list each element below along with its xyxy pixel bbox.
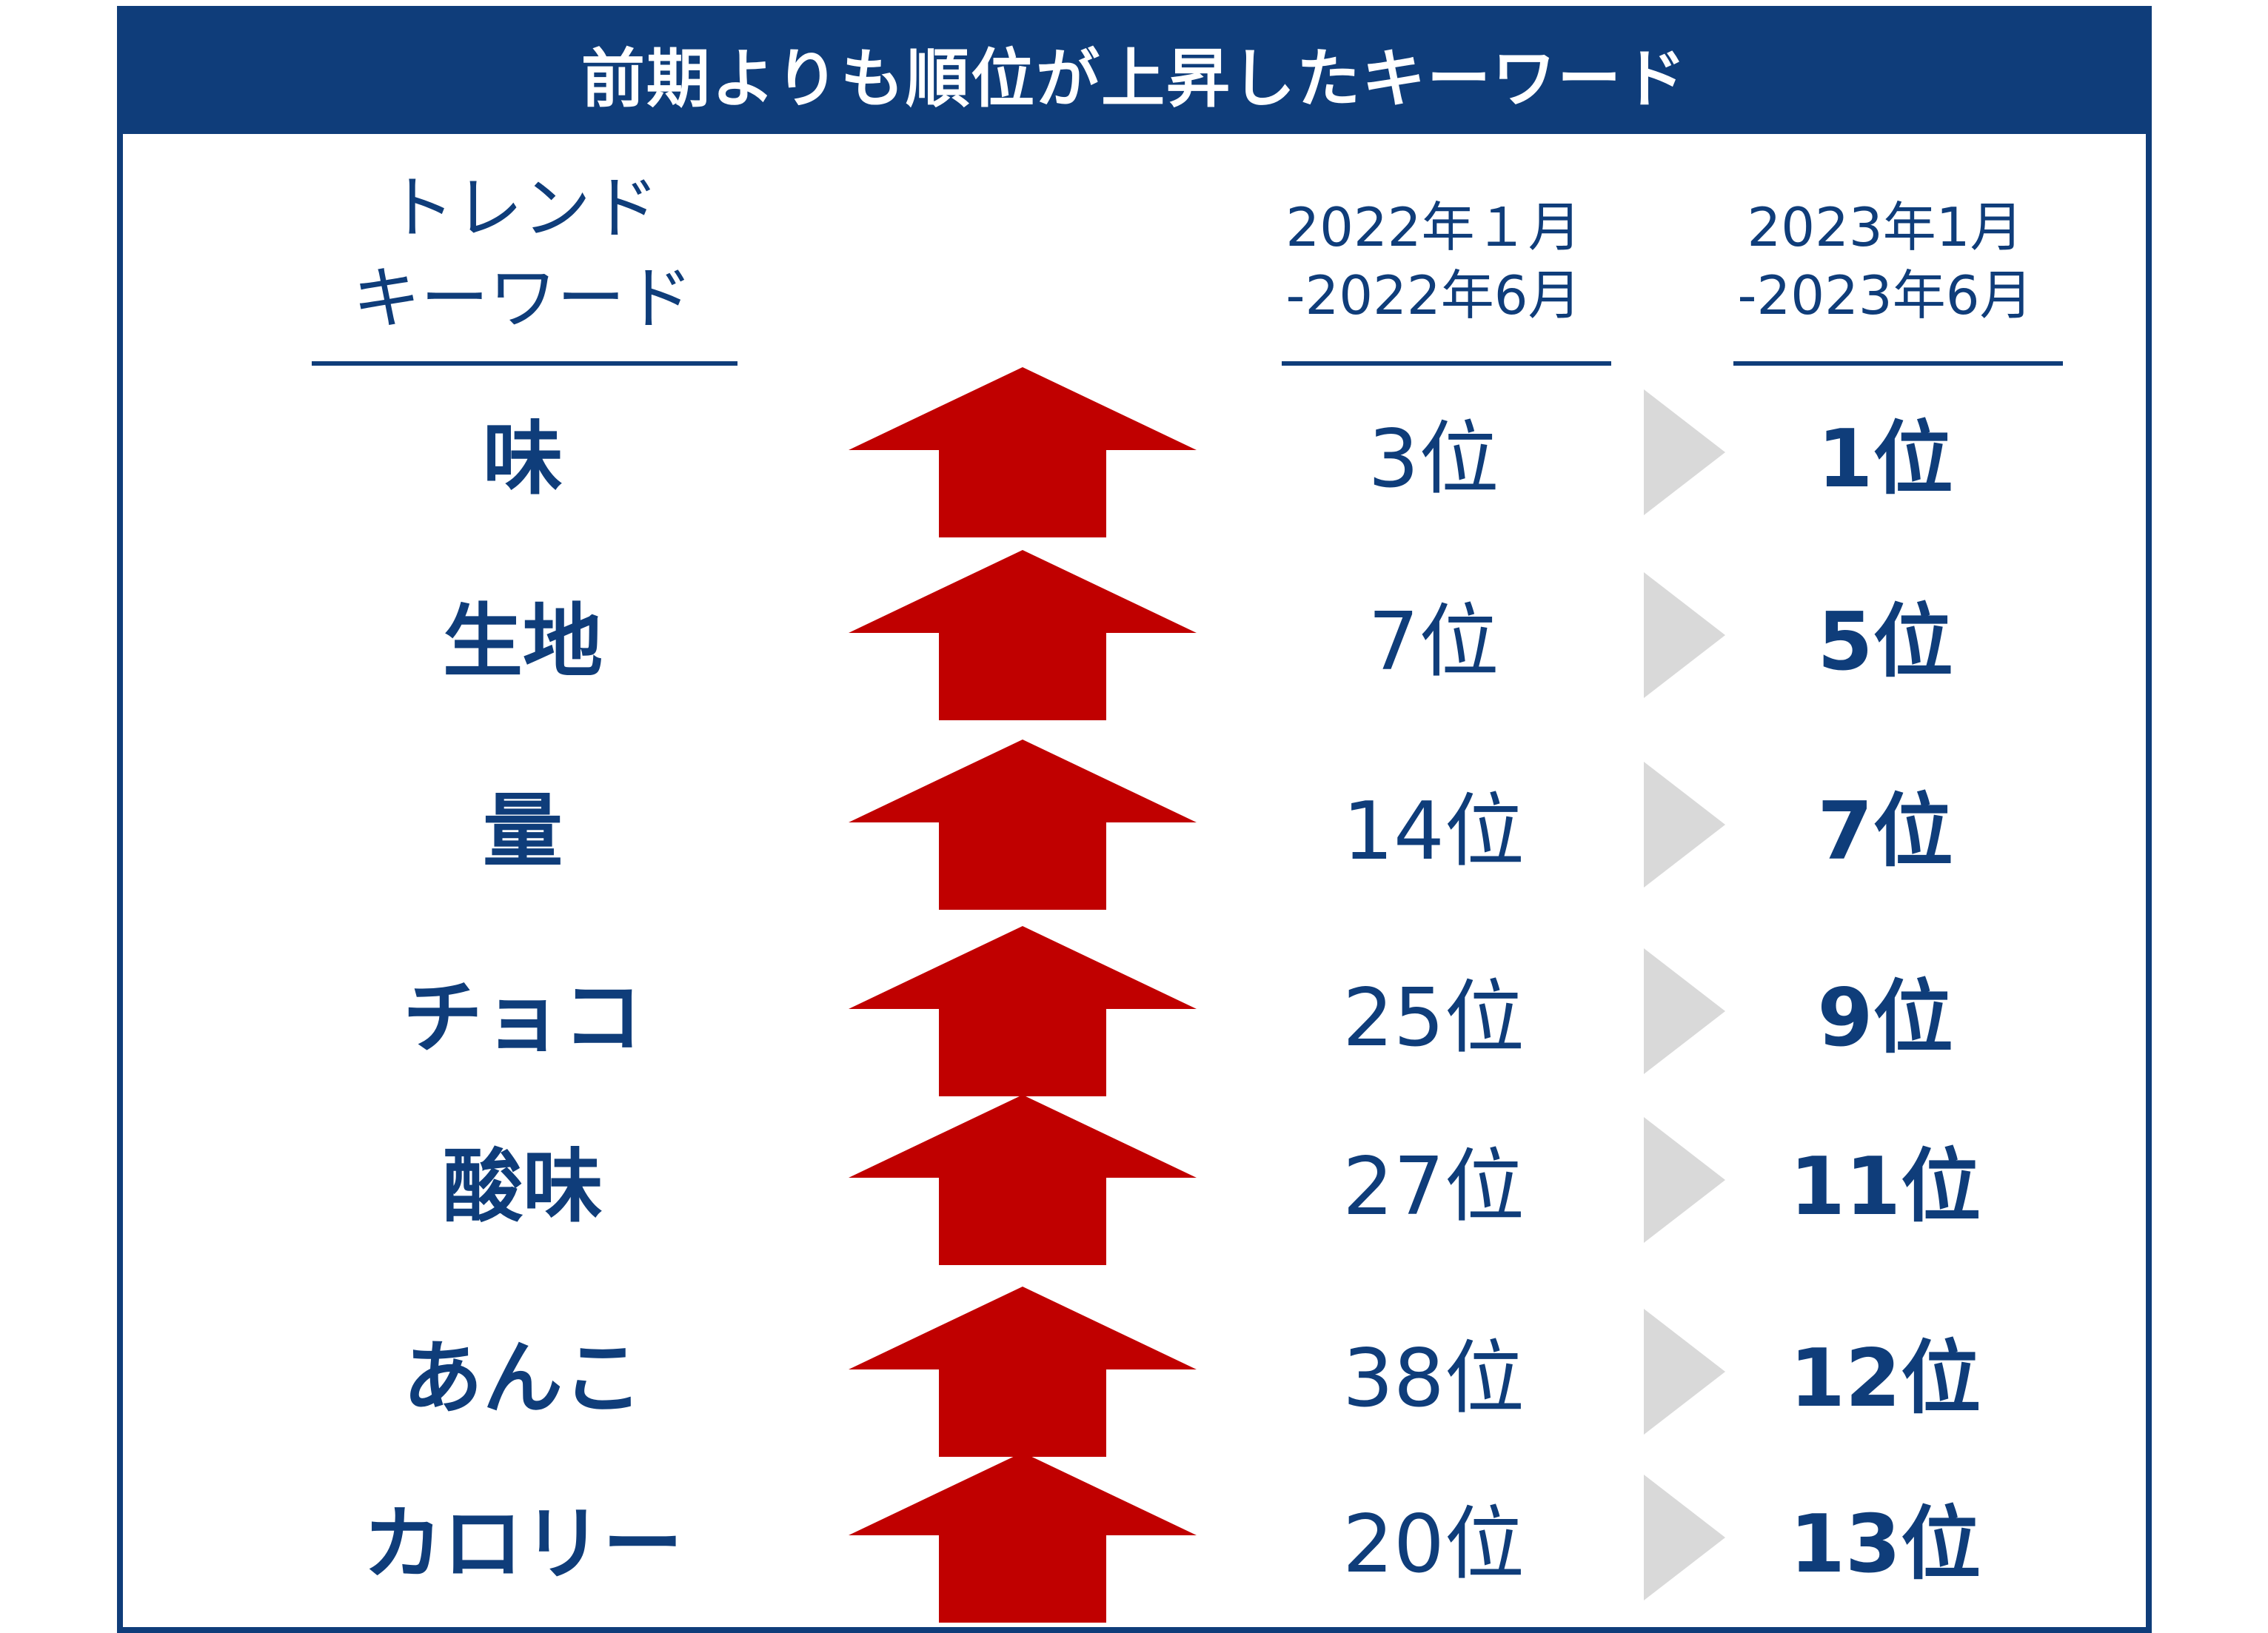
current-rank: 12位 bbox=[1789, 1332, 1981, 1425]
previous-rank: 38位 bbox=[1342, 1332, 1525, 1425]
keyword-label: 酸味 bbox=[442, 1141, 603, 1233]
ranking-row: カロリー 20位 13位 bbox=[123, 1452, 2146, 1623]
header-period-2: 2023年1月 -2023年6月 bbox=[1722, 193, 2048, 329]
keyword-label: 生地 bbox=[442, 596, 603, 688]
header-period-2-line1: 2023年1月 bbox=[1747, 196, 2024, 258]
up-arrow-icon bbox=[849, 367, 1197, 537]
ranking-row: あんこ 38位 12位 bbox=[123, 1287, 2146, 1457]
previous-rank: 14位 bbox=[1342, 785, 1525, 878]
current-rank: 7位 bbox=[1817, 785, 1953, 878]
current-rank: 13位 bbox=[1789, 1498, 1981, 1591]
right-triangle-icon bbox=[1644, 1117, 1725, 1243]
header-keyword-line2: キーワード bbox=[352, 259, 693, 338]
ranking-row: チョコ 25位 9位 bbox=[123, 926, 2146, 1096]
previous-rank: 20位 bbox=[1342, 1498, 1525, 1591]
title-bar: 前期よりも順位が上昇したキーワード bbox=[123, 12, 2146, 134]
right-triangle-icon bbox=[1644, 948, 1725, 1074]
up-arrow-icon bbox=[849, 1287, 1197, 1457]
keyword-label: チョコ bbox=[402, 972, 643, 1064]
keyword-label: あんこ bbox=[402, 1332, 643, 1425]
previous-rank: 27位 bbox=[1342, 1141, 1525, 1233]
up-arrow-icon bbox=[849, 740, 1197, 910]
panel-title: 前期よりも順位が上昇したキーワード bbox=[581, 42, 1688, 116]
right-triangle-icon bbox=[1644, 1475, 1725, 1600]
up-arrow-icon bbox=[849, 926, 1197, 1096]
ranking-row: 生地 7位 5位 bbox=[123, 550, 2146, 720]
header-keyword: トレンド キーワード bbox=[312, 164, 734, 344]
previous-rank: 3位 bbox=[1368, 413, 1499, 506]
right-triangle-icon bbox=[1644, 389, 1725, 515]
keyword-label: カロリー bbox=[362, 1498, 683, 1591]
header-period-1-line2: -2022年6月 bbox=[1285, 264, 1582, 326]
current-rank: 1位 bbox=[1817, 413, 1953, 506]
header-period-1-underline bbox=[1282, 361, 1611, 366]
current-rank: 9位 bbox=[1817, 972, 1953, 1064]
ranking-panel: 前期よりも順位が上昇したキーワード トレンド キーワード 2022年１月 -20… bbox=[117, 6, 2152, 1633]
header-period-1: 2022年１月 -2022年6月 bbox=[1271, 193, 1596, 329]
header-keyword-underline bbox=[312, 361, 737, 366]
keyword-label: 量 bbox=[482, 785, 563, 878]
ranking-row: 味 3位 1位 bbox=[123, 367, 2146, 537]
ranking-row: 酸味 27位 11位 bbox=[123, 1095, 2146, 1265]
header-period-2-underline bbox=[1733, 361, 2063, 366]
right-triangle-icon bbox=[1644, 762, 1725, 888]
up-arrow-icon bbox=[849, 1452, 1197, 1623]
right-triangle-icon bbox=[1644, 1309, 1725, 1435]
current-rank: 5位 bbox=[1817, 596, 1953, 688]
keyword-label: 味 bbox=[482, 413, 563, 506]
previous-rank: 25位 bbox=[1342, 972, 1525, 1064]
right-triangle-icon bbox=[1644, 572, 1725, 698]
header-keyword-line1: トレンド bbox=[386, 169, 659, 248]
ranking-row: 量 14位 7位 bbox=[123, 740, 2146, 910]
header-period-2-line2: -2023年6月 bbox=[1737, 264, 2033, 326]
header-period-1-line1: 2022年１月 bbox=[1285, 196, 1582, 258]
up-arrow-icon bbox=[849, 1095, 1197, 1265]
up-arrow-icon bbox=[849, 550, 1197, 720]
previous-rank: 7位 bbox=[1368, 596, 1499, 688]
current-rank: 11位 bbox=[1789, 1141, 1981, 1233]
